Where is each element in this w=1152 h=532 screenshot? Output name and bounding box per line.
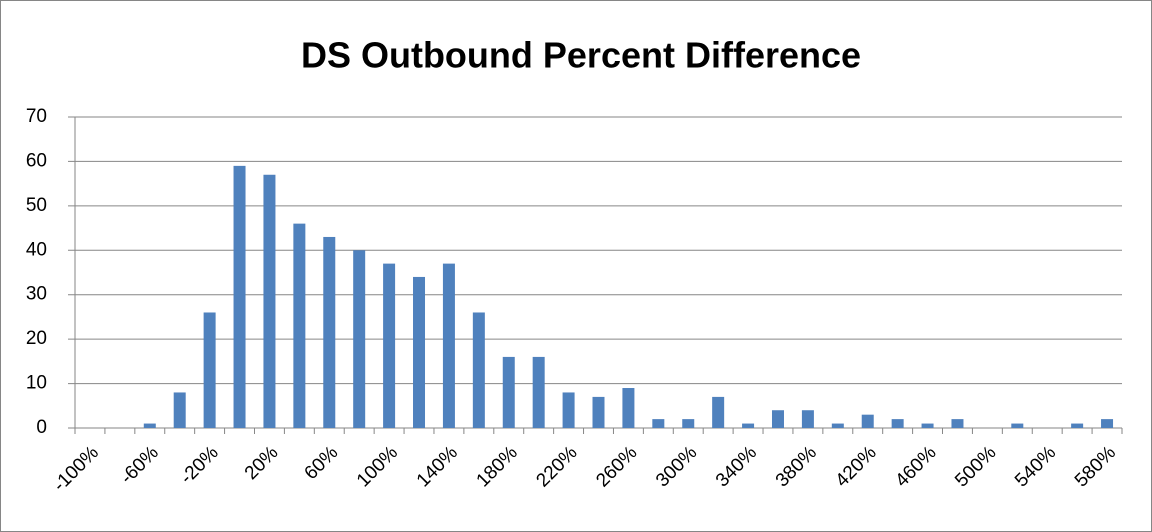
y-tick-label: 20 — [26, 328, 47, 349]
bar — [562, 392, 575, 428]
bar — [891, 419, 904, 428]
bar — [203, 312, 216, 428]
bar — [442, 263, 455, 428]
y-tick-label: 40 — [26, 239, 47, 260]
bar — [592, 396, 605, 428]
bar — [801, 410, 814, 428]
y-tick-label: 50 — [26, 195, 47, 216]
y-tick-label: 70 — [26, 106, 47, 127]
bar — [173, 392, 186, 428]
y-tick-label: 30 — [26, 284, 47, 305]
bar — [532, 356, 545, 428]
bar — [682, 419, 695, 428]
bar — [413, 276, 426, 428]
bar — [1011, 423, 1024, 428]
bar — [861, 414, 874, 428]
bar — [921, 423, 934, 428]
bar — [502, 356, 515, 428]
y-tick-label: 60 — [26, 150, 47, 171]
bar — [233, 165, 246, 428]
bar — [472, 312, 485, 428]
bar — [771, 410, 784, 428]
bar — [353, 250, 366, 428]
bar — [652, 419, 665, 428]
y-tick-label: 10 — [26, 373, 47, 394]
chart-title: DS Outbound Percent Difference — [301, 35, 861, 76]
bar — [1101, 419, 1114, 428]
bar — [742, 423, 755, 428]
bar — [143, 423, 156, 428]
bar — [323, 236, 336, 428]
y-tick-label: 0 — [36, 417, 47, 438]
bar — [293, 223, 306, 428]
bar — [712, 396, 725, 428]
bar — [831, 423, 844, 428]
bar — [951, 419, 964, 428]
bar — [622, 388, 635, 428]
bar — [1071, 423, 1084, 428]
bar — [263, 174, 276, 428]
bar — [383, 263, 396, 428]
